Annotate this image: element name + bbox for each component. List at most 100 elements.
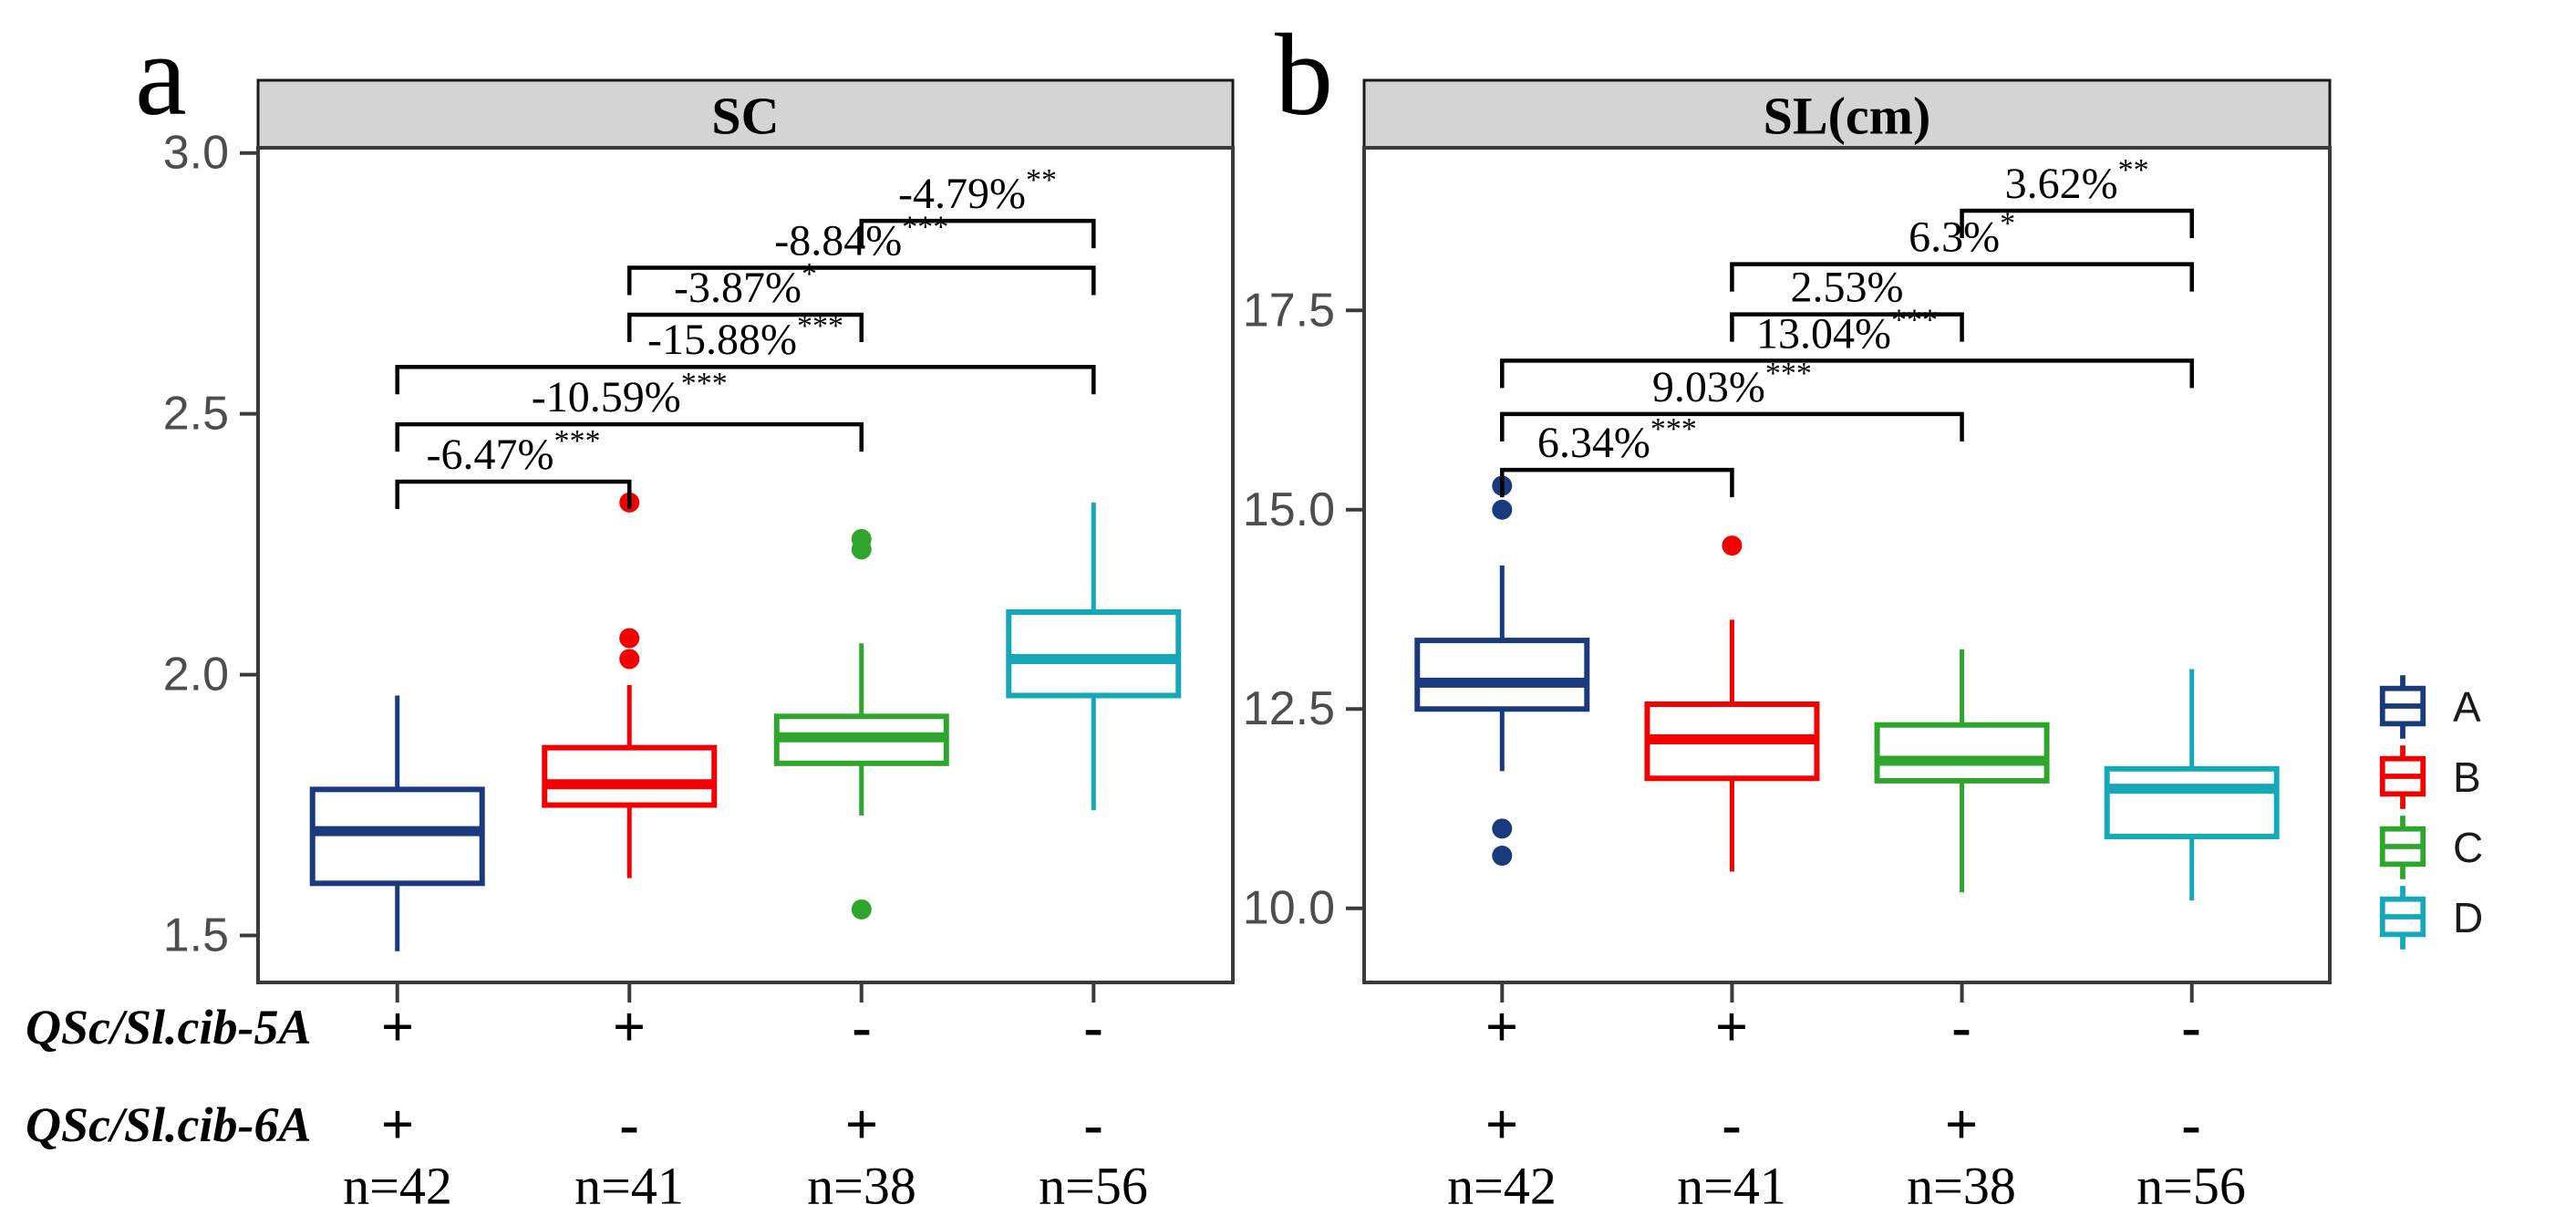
- bracket-label: 3.62%**: [2005, 153, 2149, 208]
- outlier-point: [1492, 499, 1513, 520]
- outlier-point: [619, 649, 640, 670]
- genotype-6A-sign-b1: +: [1485, 1092, 1519, 1157]
- genotype-5A-sign-a4: -: [1083, 994, 1103, 1059]
- significance-bracket: 6.34%***: [1500, 412, 1734, 498]
- boxplot-group-B: [542, 492, 718, 878]
- legend-item-a: A: [2376, 671, 2481, 743]
- y-axis-tick-label: 10.0: [1243, 882, 1335, 935]
- panel-header-strip: [1362, 78, 2332, 150]
- boxplot-group-D: [1006, 502, 1182, 811]
- y-axis-tick-label: 2.5: [163, 388, 229, 441]
- iqr-box: [542, 744, 718, 808]
- outlier-point: [619, 628, 640, 649]
- legend-item-b: B: [2376, 742, 2481, 813]
- n-count-b4: n=56: [2136, 1156, 2246, 1216]
- boxplot-group-A: [1414, 475, 1590, 867]
- bracket-label: -4.79%**: [898, 163, 1057, 218]
- bracket-label: -8.84%***: [774, 211, 948, 265]
- bracket-line: [1730, 312, 1964, 342]
- bracket-line: [1500, 467, 1734, 498]
- boxplot-glyph-icon: [2379, 675, 2426, 739]
- bracket-label: 13.04%***: [1756, 303, 1938, 358]
- y-axis-tick-label: 2.0: [163, 649, 229, 701]
- boxplot-group-C: [1874, 649, 2050, 893]
- bracket-label: -10.59%***: [532, 367, 728, 421]
- iqr-box: [1414, 638, 1590, 712]
- y-axis-tick-label: 15.0: [1243, 483, 1335, 536]
- legend-label-b: B: [2453, 753, 2481, 801]
- panel-title: SC: [711, 87, 779, 146]
- boxplot-glyph-icon: [2379, 816, 2426, 879]
- legend-label-a: A: [2453, 683, 2481, 731]
- bracket-label: 9.03%***: [1652, 357, 1812, 411]
- significance-bracket: -4.79%**: [859, 163, 1096, 249]
- genotype-6A-sign-b3: +: [1944, 1092, 1979, 1157]
- boxplot-glyph-icon: [2379, 745, 2426, 809]
- legend-label-d: D: [2453, 894, 2484, 941]
- n-count-b1: n=42: [1447, 1156, 1557, 1216]
- bracket-label: 6.34%***: [1537, 412, 1697, 467]
- significance-bracket: -3.87%*: [626, 257, 864, 342]
- bracket-line: [1500, 411, 1964, 442]
- boxplot-group-B: [1644, 535, 1820, 872]
- bracket-line: [1960, 208, 2194, 239]
- outlier-point: [1722, 535, 1743, 556]
- significance-bracket: 9.03%***: [1500, 357, 1964, 442]
- genotype-5A-sign-b2: +: [1714, 994, 1749, 1059]
- bracket-line: [1730, 262, 2194, 292]
- genotype-6A-sign-a4: -: [1083, 1092, 1103, 1157]
- genotype-6A-sign-a2: -: [619, 1092, 639, 1157]
- iqr-box: [1874, 722, 2050, 784]
- bracket-label: -6.47%***: [426, 424, 600, 479]
- significance-bracket: -8.84%***: [626, 211, 1096, 296]
- genotype-6A-sign-b4: -: [2181, 1092, 2201, 1157]
- iqr-box: [1006, 608, 1182, 699]
- significance-bracket: 13.04%***: [1500, 303, 2194, 389]
- y-axis-tick-label: 12.5: [1243, 682, 1335, 735]
- panel-header-strip: [256, 78, 1235, 150]
- n-count-a2: n=41: [574, 1156, 684, 1216]
- significance-bracket: 3.62%**: [1960, 153, 2194, 239]
- n-count-a3: n=38: [807, 1156, 916, 1216]
- significance-bracket: -6.47%***: [395, 424, 632, 509]
- outlier-point: [851, 899, 872, 920]
- outlier-point: [1492, 846, 1513, 867]
- boxplot-group-D: [2104, 669, 2280, 900]
- bracket-line: [859, 218, 1096, 249]
- bracket-line: [395, 479, 632, 509]
- iqr-box: [309, 786, 485, 887]
- legend-item-c: C: [2376, 812, 2483, 883]
- genotype-row-label-6A: QSc/Sl.cib-6A: [26, 1097, 312, 1152]
- genotype-6A-sign-a3: +: [844, 1092, 879, 1157]
- bracket-label: -15.88%***: [647, 309, 843, 364]
- genotype-5A-sign-a3: -: [852, 994, 872, 1059]
- n-count-b3: n=38: [1907, 1156, 2016, 1216]
- y-axis-tick-label: 3.0: [163, 127, 229, 180]
- y-axis-tick-label: 1.5: [163, 909, 229, 962]
- outlier-point: [851, 528, 872, 549]
- iqr-box: [2104, 765, 2280, 840]
- genotype-6A-sign-b2: -: [1722, 1092, 1742, 1157]
- bracket-line: [626, 312, 864, 342]
- genotype-5A-sign-a1: +: [380, 994, 415, 1059]
- boxplot-glyph-icon: [2379, 886, 2426, 950]
- genotype-5A-sign-b4: -: [2181, 994, 2201, 1059]
- n-count-a4: n=56: [1039, 1156, 1148, 1216]
- significance-bracket: 2.53%: [1730, 264, 1964, 342]
- bracket-line: [395, 364, 1096, 395]
- y-axis-tick-label: 17.5: [1243, 284, 1335, 337]
- boxplot-group-A: [309, 695, 485, 951]
- panel-letter-b: b: [1275, 10, 1333, 140]
- legend-item-d: D: [2376, 882, 2483, 953]
- boxplot-group-C: [773, 528, 949, 920]
- bracket-label: 2.53%: [1791, 264, 1904, 312]
- outlier-point: [1492, 818, 1513, 839]
- bracket-label: -3.87%*: [674, 257, 817, 312]
- significance-bracket: -15.88%***: [395, 309, 1096, 395]
- panel-b: SL(cm) 17.5 15.0 12.5 10.0 6.34%***9.03%***13…: [1243, 78, 2332, 1003]
- bracket-line: [1500, 358, 2194, 389]
- n-count-a1: n=42: [343, 1156, 452, 1216]
- genotype-row-label-5A: QSc/Sl.cib-5A: [26, 1000, 312, 1055]
- genotype-5A-sign-b1: +: [1485, 994, 1519, 1059]
